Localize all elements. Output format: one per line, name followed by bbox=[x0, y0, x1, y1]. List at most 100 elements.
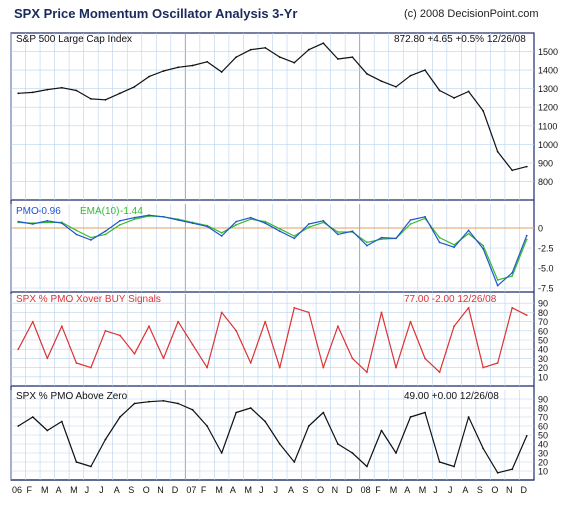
price-series-line bbox=[18, 42, 527, 171]
x-tick-label: A bbox=[404, 485, 410, 495]
xover-data-point bbox=[104, 329, 107, 332]
xover-data-point bbox=[46, 357, 49, 360]
above-data-point bbox=[409, 416, 412, 418]
pmo-data-point bbox=[351, 230, 354, 233]
xover-data-point bbox=[438, 371, 441, 374]
x-tick-label: J bbox=[433, 485, 438, 495]
xover-y-tick-label: 30 bbox=[538, 354, 548, 364]
pmo-data-point bbox=[220, 231, 223, 234]
xover-data-point bbox=[119, 334, 121, 337]
pmo-data-point bbox=[366, 241, 368, 244]
xover-y-tick-label: 50 bbox=[538, 336, 548, 346]
price-data-point bbox=[424, 69, 426, 72]
pmo-data-point bbox=[90, 236, 92, 239]
xover-data-point bbox=[264, 320, 267, 323]
pmo-data-point bbox=[177, 219, 179, 221]
pmo-data-point bbox=[31, 223, 34, 225]
pmo-data-point bbox=[467, 229, 470, 232]
pmo-data-point bbox=[46, 221, 49, 224]
price-data-point bbox=[496, 150, 499, 153]
pmo-data-point bbox=[220, 235, 223, 237]
price-data-point bbox=[177, 66, 179, 69]
grid-lines bbox=[10, 33, 534, 480]
ema-legend-label: EMA(10) bbox=[80, 206, 119, 217]
xover-panel-readout: 77.00 -2.00 12/26/08 bbox=[404, 294, 497, 305]
xover-data-point bbox=[336, 325, 339, 328]
above-data-point bbox=[119, 416, 121, 418]
pmo-data-point bbox=[482, 244, 485, 247]
x-tick-label: F bbox=[201, 485, 207, 495]
xover-series-line bbox=[17, 307, 527, 373]
price-data-point bbox=[191, 64, 194, 67]
above-data-point bbox=[60, 420, 63, 423]
xover-data-point bbox=[31, 320, 34, 323]
x-tick-label: J bbox=[85, 485, 90, 495]
above-y-tick-label: 40 bbox=[538, 440, 548, 450]
x-tick-label: J bbox=[274, 485, 279, 495]
x-tick-label: N bbox=[157, 485, 164, 495]
chart-title: SPX Price Momentum Oscillator Analysis 3… bbox=[14, 6, 298, 21]
above-data-point bbox=[206, 425, 209, 427]
pmo-data-point bbox=[482, 247, 485, 250]
pmo-data-point bbox=[424, 215, 426, 218]
pmo-data-point bbox=[380, 236, 383, 239]
above-panel-readout: 49.00 +0.00 12/26/08 bbox=[404, 391, 499, 402]
xover-data-point bbox=[249, 362, 252, 364]
above-data-point bbox=[220, 452, 223, 454]
above-y-tick-label: 90 bbox=[538, 395, 548, 405]
pmo-data-point bbox=[249, 216, 252, 219]
pmo-data-point bbox=[467, 232, 470, 235]
x-tick-label: D bbox=[172, 485, 179, 495]
pmo-data-point bbox=[293, 237, 296, 240]
price-data-point bbox=[220, 71, 223, 73]
above-data-point bbox=[162, 399, 165, 402]
pmo-data-point bbox=[133, 218, 136, 221]
above-data-point bbox=[17, 425, 20, 427]
pmo-data-point bbox=[307, 223, 310, 225]
xover-data-point bbox=[409, 320, 412, 323]
above-y-tick-label: 10 bbox=[538, 467, 548, 477]
x-tick-label: 07 bbox=[186, 485, 196, 495]
xover-data-point bbox=[60, 325, 63, 328]
x-tick-label: M bbox=[390, 485, 398, 495]
price-data-point bbox=[395, 85, 397, 88]
above-data-point bbox=[453, 465, 455, 468]
pmo-data-point bbox=[278, 230, 281, 233]
price-data-point bbox=[162, 70, 165, 72]
x-tick-label: 06 bbox=[12, 485, 22, 495]
x-tick-label: S bbox=[128, 485, 134, 495]
x-tick-label: M bbox=[70, 485, 78, 495]
x-tick-label: O bbox=[143, 485, 150, 495]
pmo-data-point bbox=[162, 215, 165, 218]
above-data-point bbox=[278, 443, 281, 445]
pmo-data-point bbox=[438, 241, 441, 244]
pmo-legend-label: PMO bbox=[16, 206, 39, 217]
pmo-data-point bbox=[496, 284, 499, 287]
x-tick-label: 08 bbox=[361, 485, 371, 495]
x-tick-label: F bbox=[27, 485, 33, 495]
above-series-line bbox=[17, 400, 528, 474]
price-panel-readout: 872.80 +4.65 +0.5% 12/26/08 bbox=[394, 34, 526, 45]
pmo-data-point bbox=[438, 236, 441, 239]
pmo-y-tick-label: 0 bbox=[538, 224, 543, 234]
pmo-data-point bbox=[307, 226, 310, 229]
pmo-data-point bbox=[453, 246, 455, 249]
x-tick-label: S bbox=[303, 485, 309, 495]
pmo-data-point bbox=[264, 222, 267, 225]
xover-data-point bbox=[162, 357, 165, 360]
xover-data-point bbox=[511, 306, 514, 309]
price-data-point bbox=[235, 56, 238, 59]
pmo-data-point bbox=[17, 220, 20, 223]
xover-data-point bbox=[206, 366, 209, 369]
xover-data-point bbox=[525, 314, 528, 317]
xover-data-point bbox=[366, 371, 368, 374]
above-y-tick-label: 80 bbox=[538, 404, 548, 414]
price-data-point bbox=[366, 72, 368, 75]
x-tick-label: S bbox=[477, 485, 483, 495]
pmo-legend-value: -0.96 bbox=[38, 206, 61, 217]
pmo-data-point bbox=[525, 238, 528, 241]
price-data-point bbox=[90, 97, 92, 100]
pmo-data-point bbox=[336, 231, 339, 233]
